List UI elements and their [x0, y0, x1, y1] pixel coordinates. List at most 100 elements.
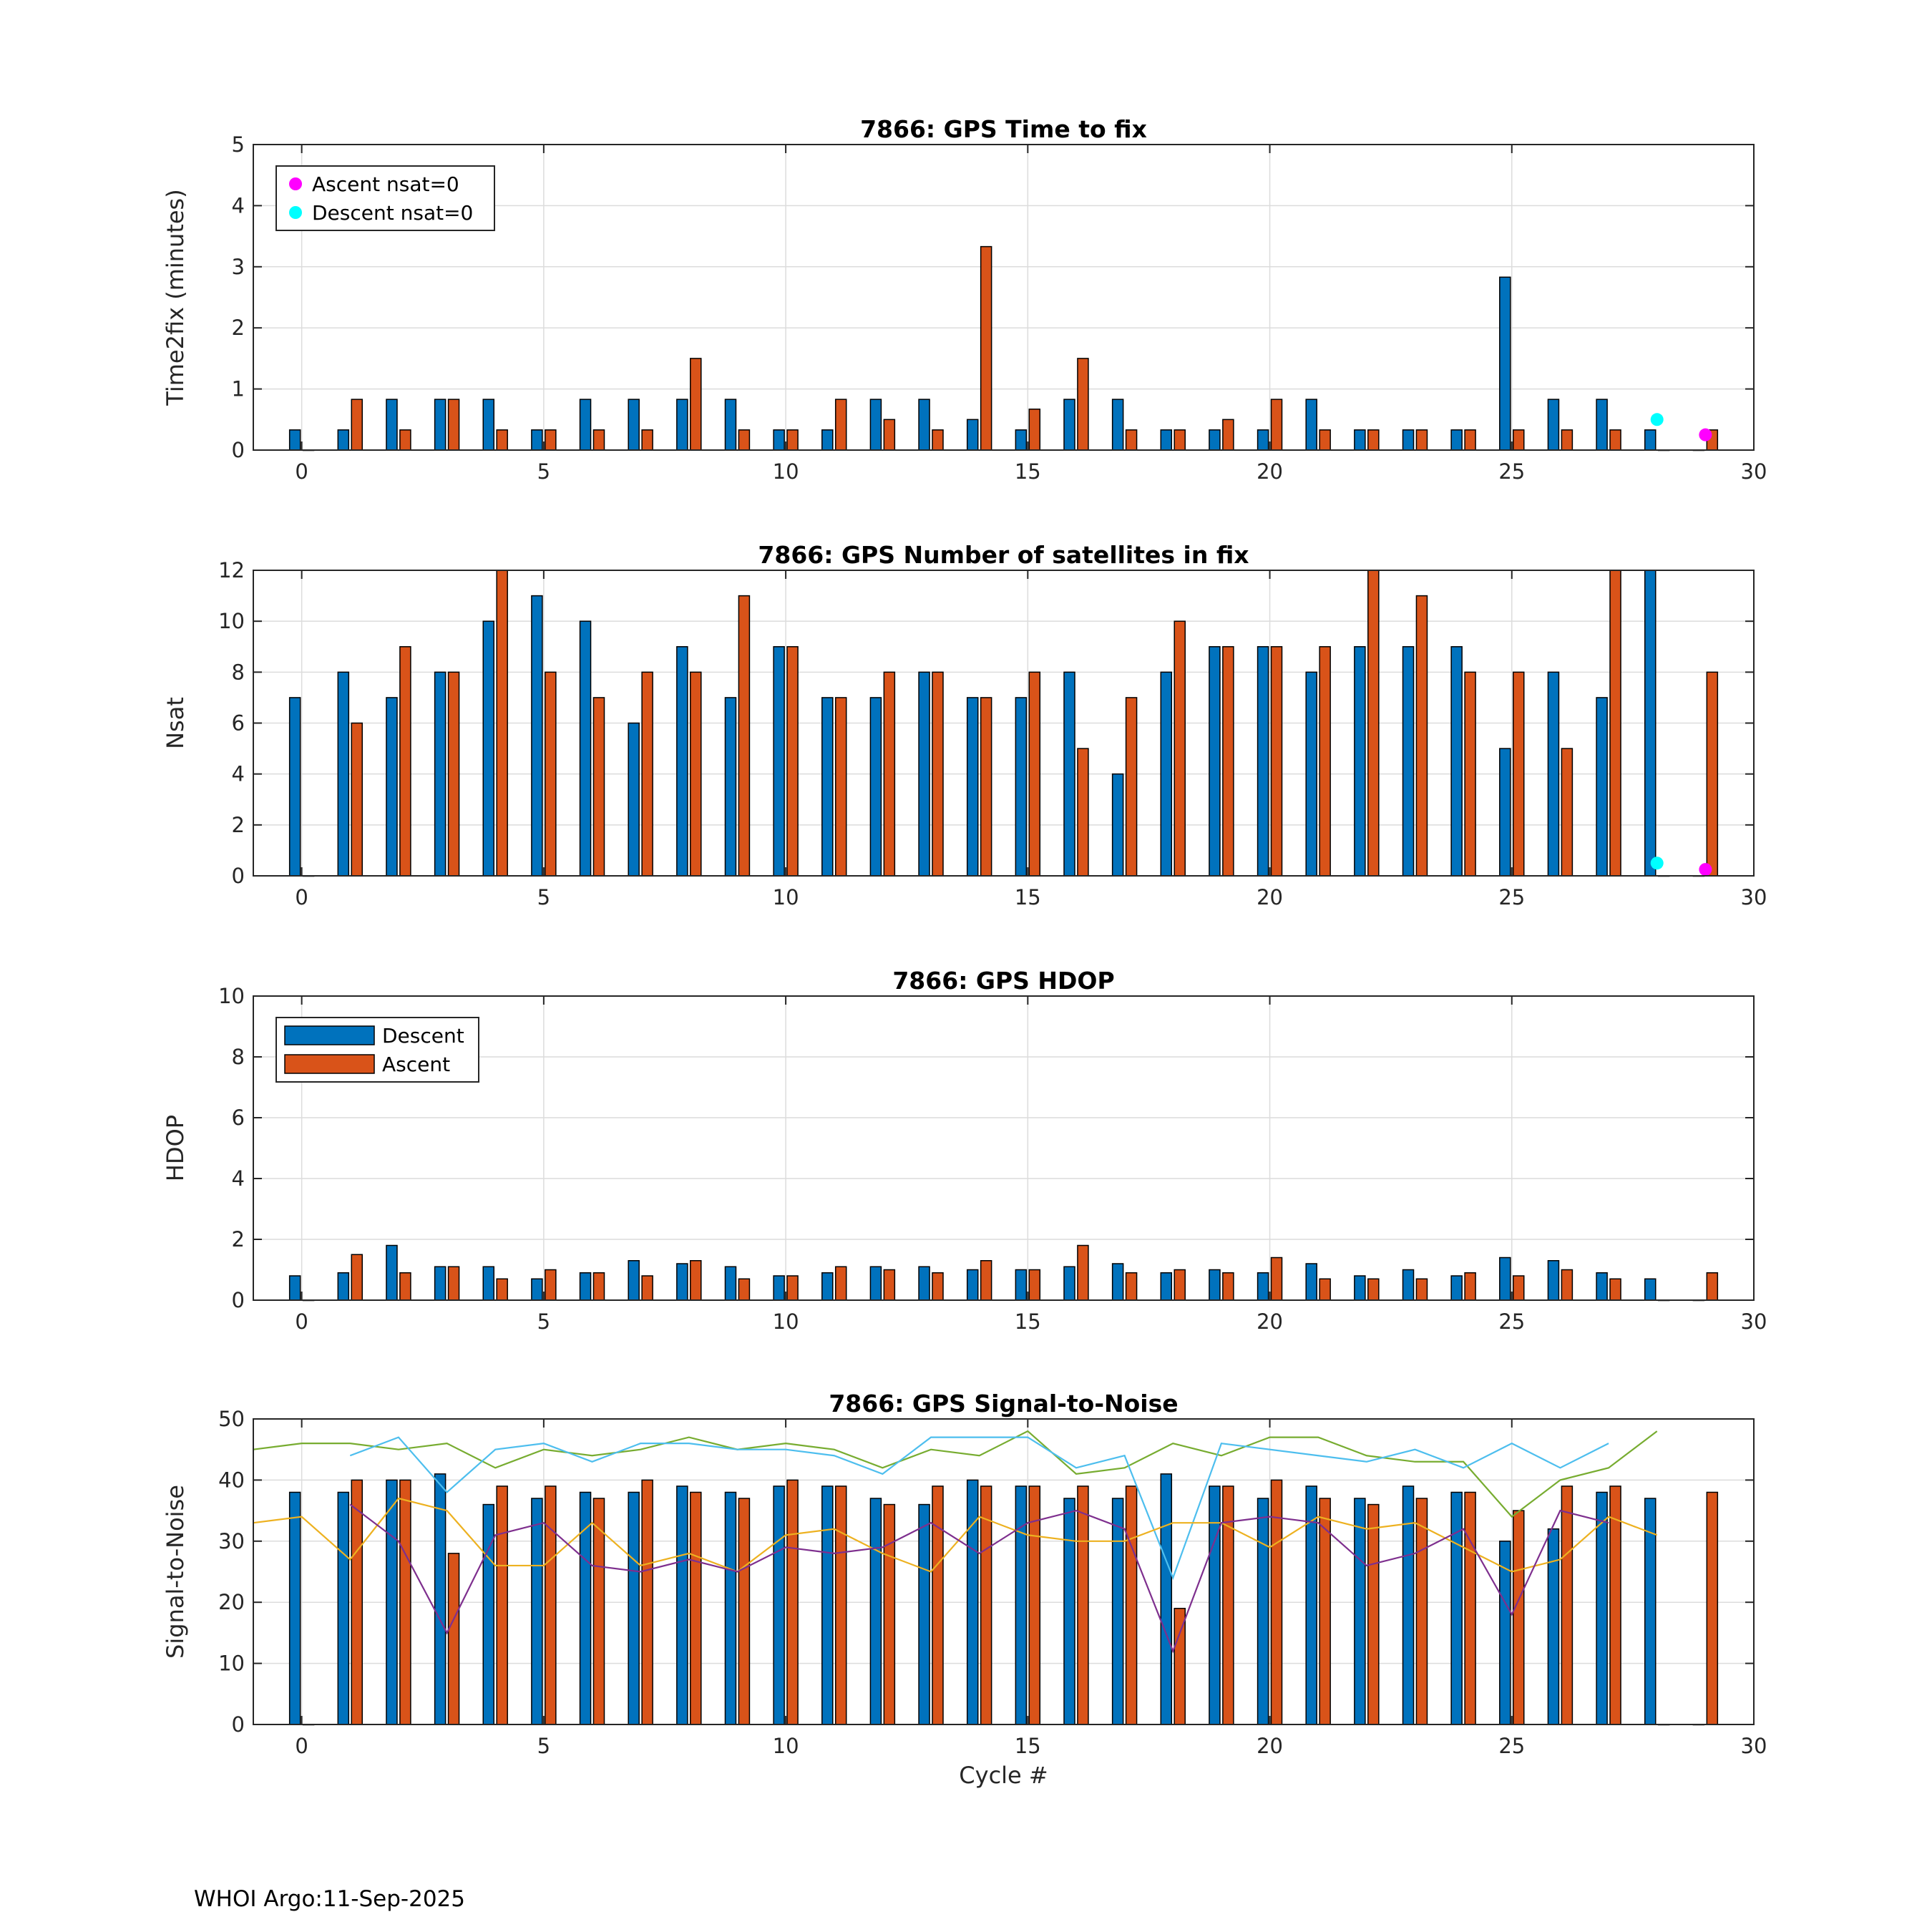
bar-descent: [1111, 399, 1124, 451]
y-tick-label: 0: [232, 1288, 245, 1312]
bar-descent: [966, 697, 979, 877]
bar-ascent: [1609, 1485, 1621, 1725]
legend-label: Ascent nsat=0: [312, 172, 459, 196]
bar-descent: [1402, 429, 1415, 451]
bar-ascent: [399, 646, 411, 877]
x-tick-label: 15: [1015, 1734, 1041, 1758]
bar-ascent: [932, 1272, 944, 1301]
y-tick-label: 6: [232, 711, 245, 736]
bar-ascent: [1028, 409, 1041, 451]
bar-ascent: [1609, 1278, 1621, 1301]
bar-ascent: [1125, 1485, 1138, 1725]
bar-descent: [1111, 1263, 1124, 1301]
bar-descent: [337, 1272, 350, 1301]
bar-descent: [1644, 429, 1657, 451]
x-tick-label: 15: [1015, 1309, 1041, 1334]
y-tick-label: 50: [218, 1407, 245, 1431]
bar-ascent: [1174, 620, 1186, 877]
bar-ascent: [1028, 1269, 1041, 1301]
axes-box: [253, 144, 1755, 451]
x-tick-label: 30: [1741, 459, 1767, 484]
y-tick-label: 10: [218, 984, 245, 1008]
bar-ascent: [1270, 399, 1283, 451]
legend: Descent Ascent: [275, 1017, 479, 1083]
bar-ascent: [932, 1485, 944, 1725]
snr-line-green: [253, 1430, 1658, 1518]
y-tick-label: 5: [232, 132, 245, 157]
bar-descent: [1499, 276, 1511, 451]
x-tick-label: 25: [1498, 1734, 1525, 1758]
bar-descent: [579, 1491, 592, 1725]
bar-ascent: [1706, 1491, 1719, 1725]
bar-ascent: [545, 1485, 557, 1725]
bar-descent: [724, 697, 737, 877]
bar-descent: [1257, 646, 1269, 877]
bar-descent: [1644, 1278, 1657, 1301]
legend-box: [275, 165, 495, 231]
bar-descent: [1257, 1498, 1269, 1725]
bar-descent: [1015, 697, 1028, 877]
bar-ascent: [1415, 1498, 1428, 1725]
x-tick-label: 20: [1257, 885, 1283, 909]
bar-ascent: [1706, 671, 1719, 877]
bar-ascent: [1561, 1269, 1574, 1301]
legend: Ascent nsat=0 Descent nsat=0: [275, 165, 495, 231]
bar-ascent: [496, 570, 508, 877]
bar-ascent: [1464, 429, 1476, 451]
bar-descent: [531, 429, 543, 451]
x-tick-label: 20: [1257, 1734, 1283, 1758]
y-tick-label: 2: [232, 1227, 245, 1252]
y-axis-label: Signal-to-Noise: [162, 1485, 189, 1659]
bar-ascent: [1512, 1510, 1525, 1725]
bar-descent: [386, 1244, 398, 1301]
x-tick-label: 10: [773, 885, 799, 909]
bar-descent: [434, 399, 447, 451]
x-tick-label: 30: [1741, 1734, 1767, 1758]
bar-ascent: [1512, 429, 1525, 451]
y-axis-label: Nsat: [162, 697, 189, 749]
bar-descent: [869, 1266, 882, 1301]
bar-ascent: [786, 1479, 799, 1725]
bar-descent: [337, 1491, 350, 1725]
bar-descent: [1596, 399, 1608, 451]
bar-ascent: [1077, 358, 1089, 451]
y-tick-label: 40: [218, 1468, 245, 1492]
legend-marker-descent: [289, 206, 302, 219]
x-axis-label: Cycle #: [959, 1762, 1048, 1789]
bar-descent: [579, 1272, 592, 1301]
bar-ascent: [1415, 429, 1428, 451]
bar-ascent: [883, 671, 896, 877]
bar-ascent: [1077, 1485, 1089, 1725]
x-tick-label: 20: [1257, 1309, 1283, 1334]
footer-label: WHOI Argo:11-Sep-2025: [194, 1886, 465, 1912]
bar-ascent: [834, 1485, 847, 1725]
bar-descent: [1402, 1485, 1415, 1725]
bar-descent: [869, 399, 882, 451]
bar-descent: [386, 1479, 398, 1725]
bar-descent: [1209, 646, 1221, 877]
bar-descent: [1305, 1263, 1317, 1301]
y-tick-label: 4: [232, 1166, 245, 1191]
bar-descent: [1450, 1275, 1463, 1301]
bar-descent: [676, 399, 688, 451]
chart-title: 7866: GPS Number of satellites in fix: [758, 541, 1249, 569]
bar-ascent: [1222, 646, 1234, 877]
bar-descent: [1160, 1272, 1173, 1301]
bar-ascent: [496, 1485, 508, 1725]
bar-ascent: [1125, 1272, 1138, 1301]
chart-panel-4: 0 5 10 15 20 25 30 0 10 20 30 40 50 7866: GPS Signal-…: [162, 1390, 1767, 1789]
bar-descent: [337, 671, 350, 877]
x-tick-label: 10: [773, 1734, 799, 1758]
bar-ascent: [1464, 1272, 1476, 1301]
bar-ascent: [883, 1269, 896, 1301]
bar-ascent: [447, 399, 460, 451]
bar-descent: [773, 646, 785, 877]
bar-ascent: [883, 419, 896, 451]
x-tick-label: 10: [773, 459, 799, 484]
chart-panel-2: 0 5 10 15 20 25 30 0 2 4 6 8 10 12 7866: GPS Number of…: [162, 541, 1767, 909]
bar-descent: [531, 1498, 543, 1725]
bar-ascent: [738, 429, 751, 451]
bar-ascent: [1270, 1257, 1283, 1301]
bar-descent: [1402, 1269, 1415, 1301]
